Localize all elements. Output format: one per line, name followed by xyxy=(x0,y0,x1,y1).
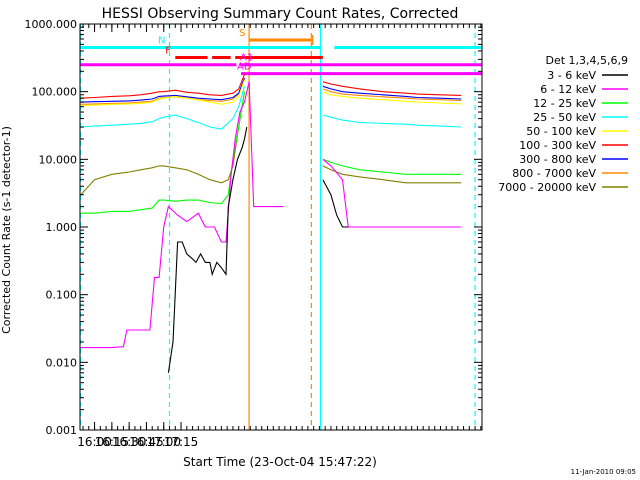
series-line-0 xyxy=(167,126,248,373)
legend-title: Det 1,3,4,5,6,9 xyxy=(545,54,628,67)
y-axis-label: Corrected Count Rate (s-1 detector-1) xyxy=(0,126,13,334)
legend-label-1: 6 - 12 keV xyxy=(540,83,596,96)
y-tick-label: 0.100 xyxy=(46,289,78,302)
x-tick-label: 16:30 xyxy=(112,435,147,449)
series-after-gap-7 xyxy=(322,158,462,228)
legend-label-4: 50 - 100 keV xyxy=(526,125,596,138)
series-after-gap-2 xyxy=(322,88,462,102)
series-after-gap-5 xyxy=(322,158,462,175)
series-line-6 xyxy=(80,77,246,103)
x-tick-label: 17:15 xyxy=(164,435,199,449)
flag-label-N: N xyxy=(158,35,165,46)
legend-label-2: 12 - 25 keV xyxy=(533,97,596,110)
series-after-gap-1 xyxy=(322,85,462,100)
legend-label-5: 100 - 300 keV xyxy=(519,139,596,152)
legend-label-3: 25 - 50 keV xyxy=(533,111,596,124)
axes: 0.001 0.010 0.100 1.000 10.000 100.000 1000.00… xyxy=(25,18,483,449)
x-tick-label: 16:15 xyxy=(95,435,130,449)
y-tick-label: 1000.000 xyxy=(25,18,78,31)
series-after-gap-8 xyxy=(322,179,349,228)
series-line-4 xyxy=(80,79,246,107)
legend-label-8: 7000 - 20000 keV xyxy=(498,181,596,194)
legend-label-7: 800 - 7000 keV xyxy=(512,167,596,180)
chart-title: HESSI Observing Summary Count Rates, Cor… xyxy=(102,6,459,22)
flag-label-A1: A1 xyxy=(240,53,253,64)
y-tick-label: 100.000 xyxy=(32,86,78,99)
x-tick-label: 17:00 xyxy=(146,435,181,449)
flag-label-AD: AD xyxy=(237,62,252,73)
flag-label-S: S xyxy=(239,28,245,39)
flag-label-F: F xyxy=(165,45,171,56)
y-tick-label: 10.000 xyxy=(39,153,78,166)
y-tick-label: 0.001 xyxy=(46,424,78,437)
footer-date: 11-Jan-2010 09:05 xyxy=(571,468,636,476)
series-after-gap-3 xyxy=(322,91,462,105)
series-line-8 xyxy=(80,91,246,196)
series-line-5 xyxy=(80,74,246,99)
x-tick-label: 16:45 xyxy=(129,435,164,449)
series-after-gap-0 xyxy=(322,81,462,96)
y-tick-label: 0.010 xyxy=(46,356,78,369)
legend-label-6: 300 - 800 keV xyxy=(519,153,596,166)
series-after-gap-4 xyxy=(322,114,462,128)
series-line-3 xyxy=(80,86,246,130)
legend-label-0: 3 - 6 keV xyxy=(547,69,596,82)
x-tick-label: 16:00 xyxy=(77,435,112,449)
series-line-1 xyxy=(80,81,284,349)
y-tick-label: 1.000 xyxy=(46,221,78,234)
x-axis-label: Start Time (23-Oct-04 15:47:22) xyxy=(183,455,377,469)
series-line-2 xyxy=(80,91,246,214)
